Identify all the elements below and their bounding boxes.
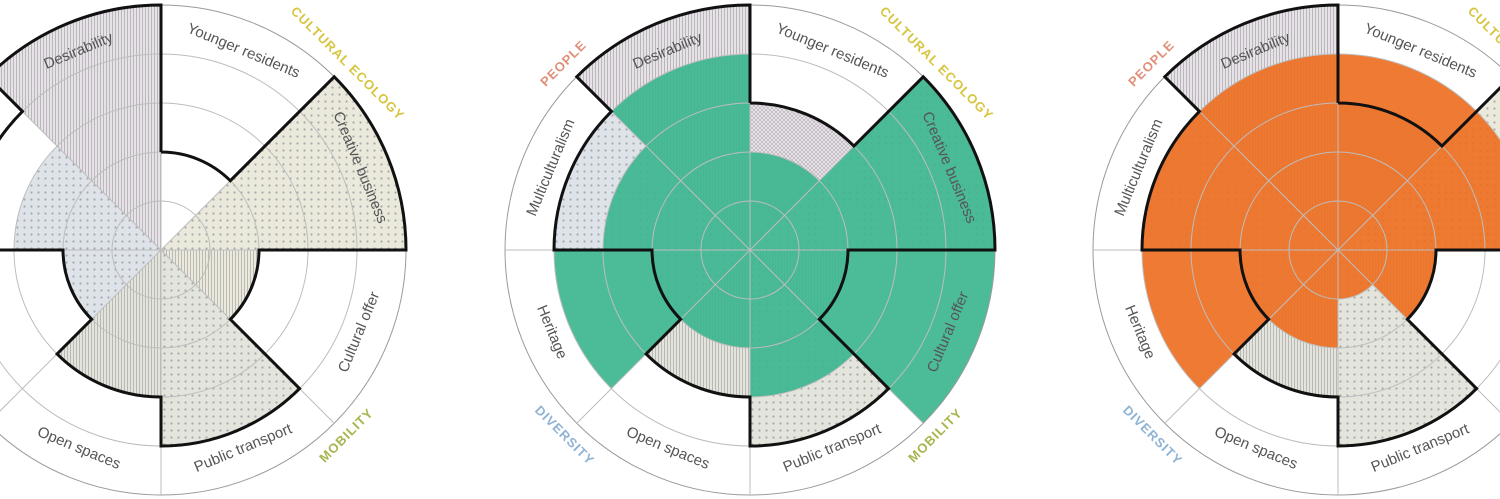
overlay-sector-multiculturalism [1142,111,1338,250]
sector-texture [161,76,406,250]
category-label-open-spaces: Open spaces [624,423,712,473]
overlay-sector-public-transport [1338,250,1373,300]
profile-outline [552,3,997,448]
category-label-open-spaces: Open spaces [35,423,123,473]
overlay-sector-heritage [1142,250,1338,389]
overlay-sector-desirability [1199,54,1338,250]
profile-outline [1140,3,1500,448]
overlay-sector-creative-business [750,76,995,250]
overlay-sector-cultural-offer [750,250,995,424]
profile-outline [0,3,408,448]
category-label-cultural-offer: Cultural offer [335,289,383,375]
sector-texture [1338,250,1477,446]
overlay-sector-younger-residents [1338,54,1477,250]
overlay-sector-desirability [611,54,750,250]
overlay-sector-cultural-offer [1338,250,1436,320]
overlay-sector-younger-residents [750,151,820,250]
sector-texture [14,146,161,250]
overlay-sector-open-spaces [1268,250,1338,348]
category-label-open-spaces: Open spaces [1212,423,1300,473]
sector-texture [161,250,259,320]
sector-texture [63,250,161,320]
overlay-sector-open-spaces [680,250,750,348]
overlay-sector-public-transport [750,250,854,397]
overlay-sector-heritage [554,250,750,389]
overlay-sector-multiculturalism [603,146,750,250]
sector-texture [161,250,300,446]
sector-texture [57,250,162,397]
overlay-sector-creative-business [1338,111,1500,250]
